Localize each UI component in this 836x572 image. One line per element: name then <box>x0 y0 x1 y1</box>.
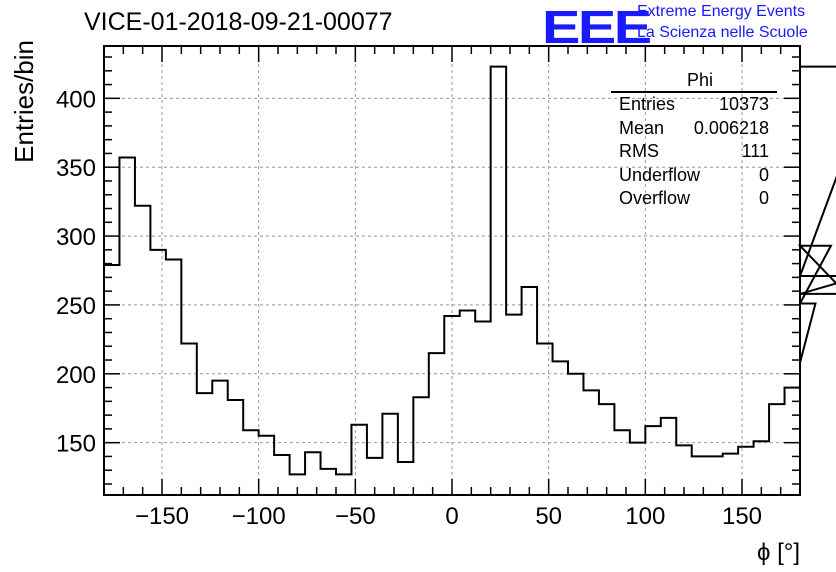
x-tick-labels: −150 −100 −50 0 50 100 150 <box>135 503 762 530</box>
logo-subtitle-2: La Scienza nelle Scuole <box>637 24 808 41</box>
x-axis-title: ϕ [°] <box>757 539 800 566</box>
stats-label: RMS <box>619 141 659 161</box>
grid-lines <box>104 46 800 495</box>
stats-box: Phi Entries 10373 Mean 0.006218 RMS 111 … <box>611 70 777 211</box>
x-tick-label: −150 <box>135 503 189 530</box>
axis-ticks <box>103 46 801 495</box>
stats-row-entries: Entries 10373 <box>611 93 777 117</box>
y-tick-labels: 150 200 250 300 350 400 <box>56 86 96 457</box>
stats-label: Overflow <box>619 188 691 208</box>
eee-logo: EEE <box>542 1 652 53</box>
stats-row-overflow: Overflow 0 <box>611 187 777 211</box>
stats-value: 10373 <box>718 94 769 114</box>
x-tick-label: 50 <box>535 503 562 530</box>
stats-value: 0 <box>758 188 769 208</box>
y-tick-label: 200 <box>56 362 96 389</box>
stats-title: Phi <box>611 70 777 93</box>
logo-subtitle-1: Extreme Energy Events <box>637 3 806 20</box>
x-tick-label: −50 <box>335 503 376 530</box>
stats-row-underflow: Underflow 0 <box>611 164 777 188</box>
x-tick-label: −100 <box>232 503 286 530</box>
x-tick-label: 100 <box>625 503 665 530</box>
y-tick-label: 300 <box>56 224 96 251</box>
stats-row-mean: Mean 0.006218 <box>611 117 777 141</box>
stats-label: Underflow <box>619 164 701 185</box>
stats-value: 0 <box>758 164 769 185</box>
stats-label: Mean <box>619 117 665 138</box>
stats-label: Entries <box>619 94 676 114</box>
x-tick-label: 0 <box>445 503 458 530</box>
y-tick-label: 150 <box>56 431 96 458</box>
stats-value: 111 <box>741 141 769 161</box>
stats-value: 0.006218 <box>693 117 769 138</box>
x-tick-label: 150 <box>722 503 762 530</box>
y-tick-label: 250 <box>56 293 96 320</box>
stats-row-rms: RMS 111 <box>611 140 777 164</box>
chart-title: VICE-01-2018-09-21-00077 <box>84 8 393 36</box>
y-tick-label: 350 <box>56 155 96 182</box>
histogram-step-line <box>104 65 836 476</box>
y-axis-title: Entries/bin <box>9 40 39 163</box>
y-tick-label: 400 <box>56 86 96 113</box>
